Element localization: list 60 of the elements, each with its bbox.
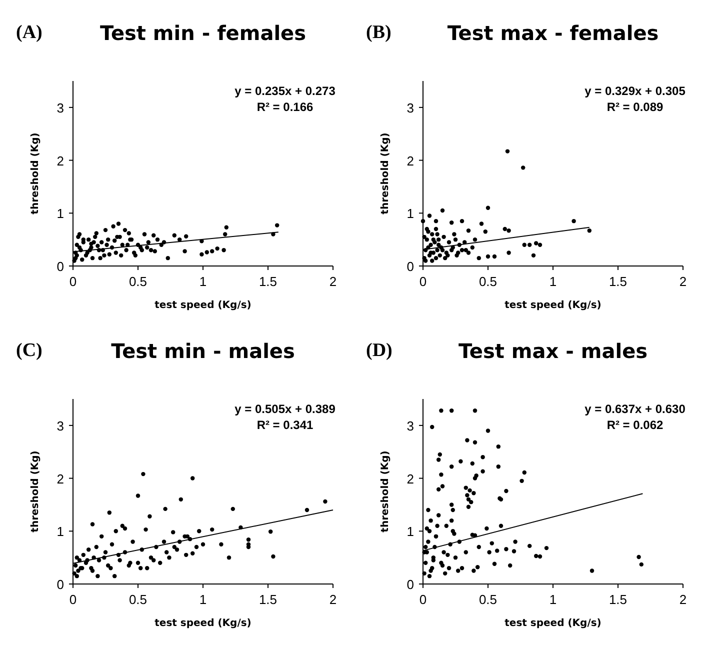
- y-axis-title: threshold (Kg): [30, 450, 41, 532]
- y-tick-label: 2: [406, 153, 414, 168]
- x-tick-label: 0: [69, 592, 77, 607]
- text: (A): [16, 22, 42, 43]
- y-tick-label: 2: [406, 471, 414, 486]
- annotation: R² = 0.166: [256, 100, 314, 114]
- y-tick-label: 2: [56, 153, 64, 168]
- annotation: y = 0.329x + 0.305: [584, 84, 686, 98]
- text: (D): [366, 340, 392, 361]
- x-tick-label: 1.5: [608, 274, 628, 289]
- chart-title: Test max - males: [458, 339, 648, 363]
- annotation: y = 0.235x + 0.273: [234, 84, 336, 98]
- y-tick-label: 0: [406, 577, 414, 592]
- x-tick-label: 2: [329, 274, 337, 289]
- chart-title: Test min - males: [111, 339, 295, 363]
- y-axis-title: threshold (Kg): [30, 132, 41, 214]
- y-tick-label: 0: [406, 259, 414, 274]
- x-tick-label: 0: [419, 274, 427, 289]
- text: (C): [16, 340, 42, 361]
- y-tick-label: 1: [406, 206, 414, 222]
- x-tick-label: 2: [329, 592, 337, 607]
- annotation: R² = 0.341: [256, 418, 314, 432]
- x-tick-label: 0: [419, 592, 427, 607]
- x-tick-label: 1: [549, 592, 557, 607]
- x-tick-label: 2: [679, 592, 687, 607]
- y-tick-label: 0: [56, 577, 64, 592]
- text: (B): [366, 22, 392, 43]
- x-axis-title: test speed (Kg/s): [504, 618, 602, 629]
- x-tick-label: 0.5: [128, 274, 148, 289]
- y-tick-label: 3: [56, 100, 64, 116]
- y-tick-label: 3: [406, 418, 414, 434]
- x-tick-label: 1.5: [258, 592, 278, 607]
- x-axis-title: test speed (Kg/s): [154, 300, 252, 311]
- y-tick-label: 0: [56, 259, 64, 274]
- y-tick-label: 2: [56, 471, 64, 486]
- y-tick-label: 1: [406, 524, 414, 540]
- x-tick-label: 0.5: [478, 274, 498, 289]
- x-tick-label: 1: [199, 592, 207, 607]
- x-tick-label: 1.5: [258, 274, 278, 289]
- x-tick-label: 1: [199, 274, 207, 289]
- x-tick-label: 1.5: [608, 592, 628, 607]
- chart-title: Test max - females: [447, 21, 659, 45]
- x-tick-label: 2: [679, 274, 687, 289]
- annotation: y = 0.637x + 0.630: [584, 402, 686, 416]
- x-tick-label: 1: [549, 274, 557, 289]
- y-tick-label: 3: [56, 418, 64, 434]
- chart-title: Test min - females: [100, 21, 306, 45]
- x-axis-title: test speed (Kg/s): [154, 618, 252, 629]
- annotation: R² = 0.089: [606, 100, 664, 114]
- x-tick-label: 0: [69, 274, 77, 289]
- y-tick-label: 3: [406, 100, 414, 116]
- annotation: R² = 0.062: [606, 418, 664, 432]
- annotation: y = 0.505x + 0.389: [234, 402, 336, 416]
- y-tick-label: 1: [56, 206, 64, 222]
- y-axis-title: threshold (Kg): [380, 450, 391, 532]
- y-axis-title: threshold (Kg): [380, 132, 391, 214]
- y-tick-label: 1: [56, 524, 64, 540]
- x-tick-label: 0.5: [478, 592, 498, 607]
- x-axis-title: test speed (Kg/s): [504, 300, 602, 311]
- x-tick-label: 0.5: [128, 592, 148, 607]
